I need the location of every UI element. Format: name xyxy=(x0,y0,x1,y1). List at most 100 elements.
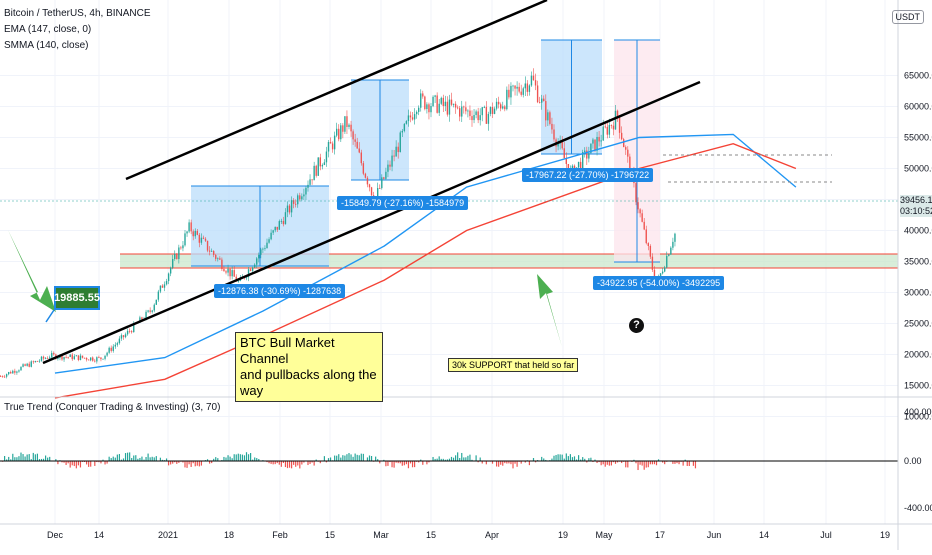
candle-body xyxy=(258,254,260,259)
candle-body xyxy=(128,330,131,332)
candle-body xyxy=(563,148,565,159)
candle-body xyxy=(651,256,654,270)
candle-body xyxy=(153,304,155,311)
candle-body xyxy=(303,194,305,197)
ema-line xyxy=(54,133,797,374)
candle-body xyxy=(473,114,475,121)
candle-body xyxy=(108,347,110,353)
candle-body xyxy=(659,273,662,278)
candle-body xyxy=(401,130,403,133)
candle-body xyxy=(471,116,473,121)
currency-button[interactable]: USDT xyxy=(891,10,924,24)
candle-body xyxy=(190,222,192,232)
candle-body xyxy=(368,184,371,188)
channel-upper-line xyxy=(125,0,548,181)
candle-body xyxy=(366,177,369,185)
candle-body xyxy=(456,107,459,109)
candle-body xyxy=(305,187,307,195)
candle-body xyxy=(352,131,354,140)
candle-body xyxy=(649,246,652,257)
candle-body xyxy=(541,98,543,103)
candle-body xyxy=(36,361,39,362)
candle-body xyxy=(323,162,326,165)
y-tick-label: 35000.00 xyxy=(904,257,932,267)
candle-body xyxy=(8,372,10,375)
candle-body xyxy=(538,102,541,103)
candle-body xyxy=(444,101,447,106)
candle-body xyxy=(167,273,170,282)
candle-body xyxy=(319,157,321,167)
candle-body xyxy=(110,347,112,351)
candle-body xyxy=(206,240,209,251)
candle-body xyxy=(424,96,426,110)
candle-body xyxy=(268,239,270,243)
candle-body xyxy=(596,136,598,151)
candle-body xyxy=(348,124,350,127)
candle-body xyxy=(65,356,67,358)
candle-body xyxy=(120,335,123,339)
candle-body xyxy=(295,203,297,205)
candle-body xyxy=(229,268,231,277)
candle-body xyxy=(571,165,574,170)
candle-body xyxy=(344,116,346,132)
candle-body xyxy=(20,366,22,371)
candle-body xyxy=(420,93,422,108)
candle-body xyxy=(180,247,182,249)
candle-body xyxy=(448,99,451,115)
candle-body xyxy=(278,221,280,230)
candle-body xyxy=(264,248,266,249)
candle-body xyxy=(565,158,567,164)
candle-body xyxy=(479,115,481,121)
candle-body xyxy=(491,107,494,114)
candle-body xyxy=(543,98,545,102)
candle-body xyxy=(215,254,217,259)
candle-body xyxy=(141,317,143,320)
arrow-icon xyxy=(537,274,562,347)
candle-body xyxy=(526,83,529,92)
x-tick-label: 19 xyxy=(558,530,568,540)
candle-body xyxy=(213,250,215,255)
candle-body xyxy=(114,344,116,347)
candle-body xyxy=(44,358,47,359)
candle-body xyxy=(381,177,383,189)
candle-body xyxy=(81,355,84,358)
y-tick-label: 15000.00 xyxy=(904,381,932,391)
candle-body xyxy=(582,152,584,170)
candle-body xyxy=(106,352,108,356)
candle-body xyxy=(301,196,303,200)
candle-body xyxy=(647,243,649,247)
candle-body xyxy=(145,311,147,320)
candle-body xyxy=(506,89,508,110)
candle-body xyxy=(299,195,301,200)
candle-body xyxy=(461,106,463,117)
candle-body xyxy=(551,123,553,130)
candle-body xyxy=(331,143,334,150)
candle-body xyxy=(481,107,483,116)
candle-body xyxy=(292,200,295,204)
candle-body xyxy=(469,110,471,117)
candle-body xyxy=(561,141,563,149)
x-tick-label: 2021 xyxy=(158,530,178,540)
candle-body xyxy=(487,113,490,124)
candle-body xyxy=(530,75,533,86)
candle-body xyxy=(350,124,352,132)
candle-body xyxy=(553,129,555,140)
candle-body xyxy=(77,355,80,361)
candle-body xyxy=(79,355,82,361)
candle-body xyxy=(251,267,254,271)
candle-body xyxy=(333,135,336,150)
candle-body xyxy=(124,334,127,338)
candle-body xyxy=(612,125,615,130)
candle-body xyxy=(204,238,207,241)
candle-body xyxy=(395,146,397,157)
candle-body xyxy=(225,271,227,273)
x-tick-label: Dec xyxy=(47,530,64,540)
candle-body xyxy=(379,188,381,189)
candle-body xyxy=(645,229,647,244)
candle-body xyxy=(96,357,98,362)
candle-body xyxy=(297,195,299,205)
candle-body xyxy=(75,355,78,357)
candle-body xyxy=(249,269,252,271)
measure-label-1: -12876.38 (-30.69%) -1287638 xyxy=(214,284,346,298)
